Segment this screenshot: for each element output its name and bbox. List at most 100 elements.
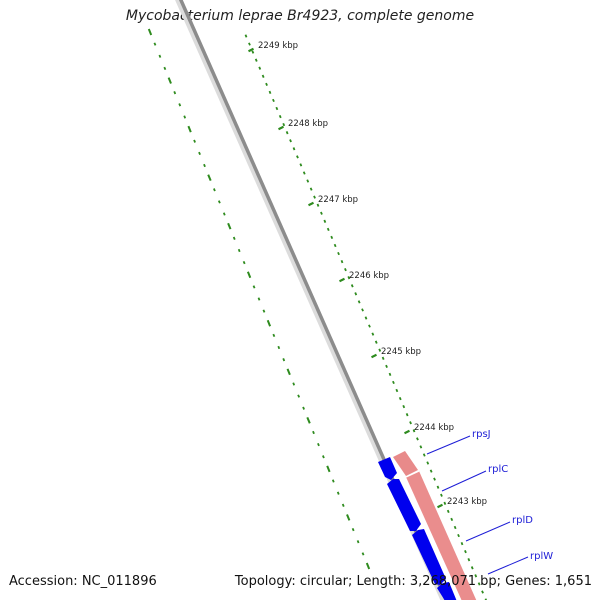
minor-tick <box>337 251 340 256</box>
minor-tick <box>275 106 279 111</box>
minor-tick <box>203 163 206 168</box>
gene-rpsJ-feature[interactable] <box>378 457 397 480</box>
scale-tick-label: 2243 kbp <box>447 497 487 507</box>
minor-tick <box>302 406 305 410</box>
gene-rplC-feature[interactable] <box>387 479 421 531</box>
reverse-gene-feature[interactable] <box>393 451 418 476</box>
major-tick <box>306 417 311 424</box>
scale-major-tick <box>339 277 345 283</box>
gene-label-rpsJ[interactable]: rpsJ <box>472 429 491 440</box>
minor-tick <box>252 285 256 289</box>
minor-tick <box>409 421 412 425</box>
minor-tick <box>173 91 177 95</box>
reverse-gene-feature[interactable] <box>406 471 478 600</box>
scale-tick-label: 2248 kbp <box>288 119 328 129</box>
minor-tick <box>237 248 241 253</box>
minor-tick <box>450 517 454 522</box>
minor-tick <box>265 82 268 86</box>
minor-tick <box>244 34 248 38</box>
scale-major-tick <box>248 47 254 53</box>
minor-tick <box>378 348 382 352</box>
minor-tick <box>412 429 416 433</box>
minor-tick <box>292 382 296 386</box>
minor-tick <box>248 42 251 46</box>
major-tick <box>266 319 272 327</box>
minor-tick <box>419 445 423 449</box>
minor-tick <box>402 404 406 409</box>
minor-tick <box>268 90 272 95</box>
minor-tick <box>320 211 323 215</box>
minor-tick <box>262 309 266 313</box>
scale-major-tick <box>371 353 377 359</box>
major-tick <box>167 77 172 84</box>
minor-tick <box>232 236 236 240</box>
gene-label-rplD[interactable]: rplD <box>512 515 533 526</box>
gene-label-rplC[interactable]: rplC <box>488 464 508 475</box>
major-tick <box>147 28 153 36</box>
gene-label-rplW[interactable]: rplW <box>530 551 553 562</box>
minor-tick <box>347 276 351 280</box>
minor-tick <box>178 103 182 107</box>
major-tick <box>187 125 192 133</box>
scale-major-tick <box>308 201 314 207</box>
minor-tick <box>443 501 447 505</box>
minor-tick <box>446 509 450 514</box>
minor-tick <box>361 552 365 556</box>
minor-tick <box>323 219 327 223</box>
minor-tick <box>467 558 471 562</box>
major-tick <box>326 465 331 473</box>
minor-tick <box>213 188 216 192</box>
scale-tick-label: 2246 kbp <box>349 271 389 281</box>
minor-tick <box>193 139 196 143</box>
major-tick <box>207 174 212 181</box>
minor-tick <box>272 98 275 103</box>
minor-tick <box>395 388 399 393</box>
minor-tick <box>429 469 433 473</box>
major-tick <box>286 368 291 376</box>
minor-tick <box>330 235 334 240</box>
gene-rplD-feature[interactable] <box>412 529 446 585</box>
minor-tick <box>242 260 246 265</box>
scale-major-tick <box>404 429 410 435</box>
minor-tick <box>297 394 301 398</box>
minor-tick <box>356 540 360 544</box>
minor-tick <box>316 203 320 207</box>
minor-tick <box>183 115 187 119</box>
minor-tick <box>336 491 340 495</box>
minor-tick <box>351 527 355 532</box>
genome-title: Mycobacterium leprae Br4923, complete ge… <box>125 8 475 24</box>
minor-tick <box>350 284 354 288</box>
minor-tick <box>374 340 378 344</box>
gene-rplW-feature[interactable] <box>437 582 458 600</box>
major-tick <box>227 222 232 230</box>
minor-tick <box>302 171 306 175</box>
scale-labels: 2249 kbp 2248 kbp 2247 kbp 2246 kbp 2245 kbp… <box>258 41 487 507</box>
minor-tick <box>354 292 358 296</box>
minor-tick <box>312 430 315 435</box>
genome-summary-text: Topology: circular; Length: 3,268,071 bp… <box>234 574 592 589</box>
minor-tick <box>163 66 167 71</box>
minor-tick <box>470 566 474 570</box>
minor-tick <box>368 324 371 328</box>
minor-tick <box>477 582 481 586</box>
minor-tick <box>251 50 255 54</box>
gene-labels: rpsJ rplC rplD rplW <box>426 429 553 575</box>
minor-tick <box>385 364 388 368</box>
minor-tick <box>158 54 162 58</box>
minor-tick <box>296 155 299 159</box>
minor-tick <box>278 114 282 119</box>
minor-tick <box>364 316 368 320</box>
minor-tick <box>422 453 426 457</box>
minor-tick <box>292 147 296 151</box>
minor-tick <box>306 179 310 183</box>
minor-tick <box>258 66 262 70</box>
inner-tick-track <box>147 28 371 570</box>
minor-tick <box>257 297 261 301</box>
scale-major-tick <box>437 503 443 509</box>
accession-text: Accession: NC_011896 <box>9 574 157 589</box>
forward-strand-genes <box>378 457 458 600</box>
minor-tick <box>436 485 440 489</box>
minor-tick <box>474 574 478 578</box>
minor-tick <box>198 151 201 156</box>
scale-major-tick <box>278 125 284 131</box>
